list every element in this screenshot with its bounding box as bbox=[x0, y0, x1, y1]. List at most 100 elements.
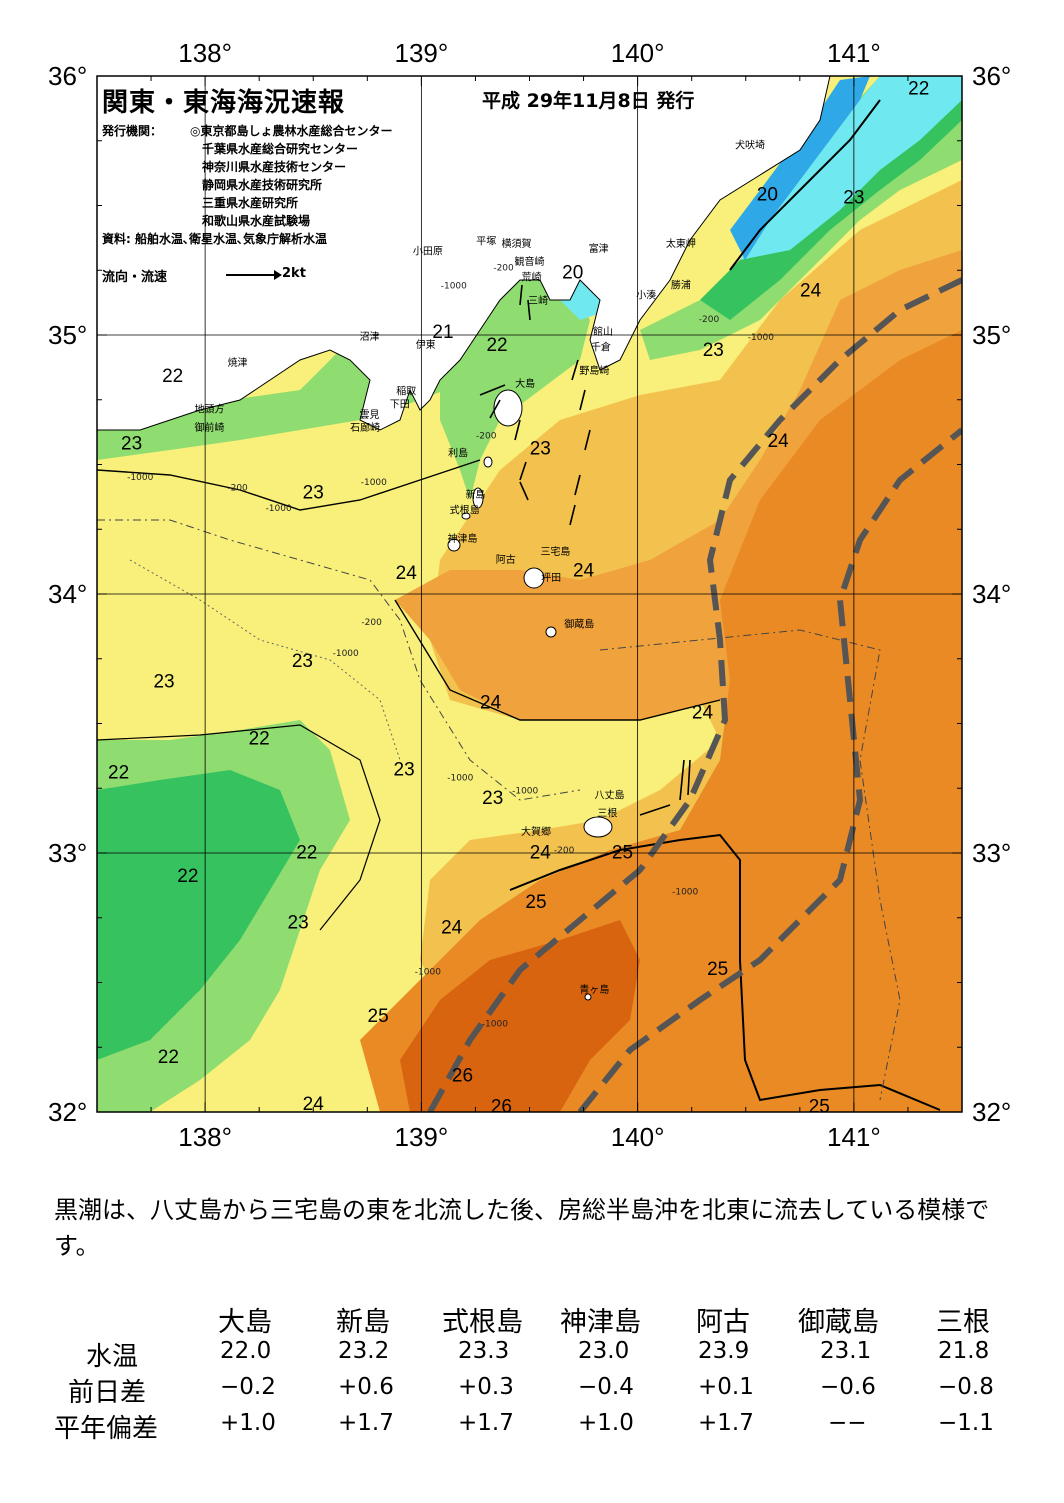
lat-lon-grid bbox=[96, 75, 963, 1113]
table-cell: −0.8 bbox=[938, 1374, 994, 1400]
isotherm-label: 24 bbox=[441, 918, 463, 939]
isotherm-label: 24 bbox=[480, 692, 502, 713]
depth-label: -1000 bbox=[415, 968, 441, 978]
isotherm-label: 22 bbox=[486, 335, 507, 356]
place-label: 荒崎 bbox=[522, 271, 542, 284]
latitude-label: 34° bbox=[48, 579, 87, 609]
table-cell: −− bbox=[828, 1410, 867, 1436]
table-cell: +1.7 bbox=[458, 1410, 514, 1436]
isotherm-label: 26 bbox=[491, 1096, 512, 1117]
depth-label: -200 bbox=[361, 618, 382, 628]
isotherm-label: 25 bbox=[707, 959, 728, 980]
issuer-item: ◎東京都島しょ農林水産総合センター bbox=[190, 124, 393, 138]
col-header: 新島 bbox=[336, 1307, 390, 1338]
isotherm-label: 24 bbox=[692, 703, 714, 724]
island-shikinejima bbox=[461, 512, 471, 520]
place-label: 沼津 bbox=[359, 330, 379, 343]
depth-label: -1000 bbox=[482, 1020, 508, 1030]
depth-label: -1000 bbox=[361, 478, 387, 488]
flow-vectors bbox=[479, 284, 691, 816]
zone-19-northeast bbox=[730, 76, 870, 260]
place-label: 焼津 bbox=[228, 357, 248, 369]
isotherm-label: 23 bbox=[153, 672, 174, 693]
degree-labels: 138° 138° 139° 139° 140° 140° 141° 141° 36° 36° 35… bbox=[48, 38, 1011, 1152]
depth-label: -1000 bbox=[512, 786, 538, 796]
longitude-label: 139° bbox=[394, 1122, 448, 1152]
isotherm-label: 22 bbox=[249, 729, 270, 750]
depth-contour-200 bbox=[129, 559, 401, 761]
island-miyakejima bbox=[523, 567, 545, 589]
isotherm-label: 22 bbox=[908, 79, 929, 100]
depth-label: -1000 bbox=[672, 887, 698, 897]
place-label: 千倉 bbox=[591, 341, 611, 354]
latitude-label: 36° bbox=[972, 61, 1011, 91]
latitude-label: 35° bbox=[972, 320, 1011, 350]
isotherm-23-north bbox=[97, 459, 481, 511]
depth-label: -200 bbox=[554, 846, 575, 856]
table-cell: +0.3 bbox=[458, 1374, 514, 1400]
place-label: 式根島 bbox=[450, 504, 480, 517]
depth-label: -1000 bbox=[333, 649, 359, 659]
latitude-label: 33° bbox=[48, 838, 87, 868]
issuer-list: ◎東京都島しょ農林水産総合センター 千葉県水産総合研究センター 神奈川県水産技術… bbox=[190, 122, 392, 230]
place-label: 大賀郷 bbox=[521, 825, 551, 838]
map-canvas: 138° 138° 139° 139° 140° 140° 141° 141° 36° 36° 35… bbox=[48, 38, 1011, 1152]
place-label: 下田 bbox=[390, 400, 410, 411]
isotherm-label: 22 bbox=[162, 366, 183, 387]
zone-25 bbox=[360, 330, 962, 1112]
isotherm-label: 23 bbox=[288, 913, 309, 934]
flow-legend-unit: 2kt bbox=[282, 266, 306, 281]
island-mikurajima bbox=[545, 626, 557, 638]
isotherm-label: 21 bbox=[432, 322, 453, 343]
isotherm-label: 24 bbox=[303, 1094, 325, 1115]
row-label: 前日差 bbox=[68, 1378, 147, 1408]
place-label: 観音崎 bbox=[515, 255, 545, 268]
place-label: 小湊 bbox=[636, 289, 656, 302]
place-label: 雲見 bbox=[359, 409, 379, 421]
latitude-label: 36° bbox=[48, 61, 87, 91]
isotherm-label: 23 bbox=[530, 439, 551, 460]
col-header: 阿古 bbox=[696, 1307, 750, 1338]
place-label: 伊東 bbox=[416, 338, 436, 351]
place-label: 利島 bbox=[448, 447, 468, 460]
isotherm-labels: 22 20 23 20 24 21 22 23 22 24 23 23 23 24 24 23 23 24 24 22… bbox=[108, 79, 929, 1118]
isotherm-label: 23 bbox=[843, 187, 864, 208]
longitude-label: 140° bbox=[611, 1122, 665, 1152]
isotherm-label: 22 bbox=[177, 866, 198, 887]
place-label: 三宅島 bbox=[540, 545, 570, 558]
table-cell: −1.1 bbox=[938, 1410, 994, 1436]
table-cell: −0.2 bbox=[220, 1374, 276, 1400]
isotherm-20-ne bbox=[729, 99, 881, 271]
latitude-label: 33° bbox=[972, 838, 1011, 868]
island-oshima bbox=[493, 389, 523, 427]
place-label: 新島 bbox=[465, 488, 485, 501]
place-label: 太東岬 bbox=[666, 237, 696, 250]
island-kozushima bbox=[447, 538, 461, 552]
flow-legend-label: 流向・流速 bbox=[102, 270, 168, 285]
longitude-label: 141° bbox=[827, 1122, 881, 1152]
table-cell: −0.6 bbox=[820, 1374, 876, 1400]
isotherm-label: 23 bbox=[292, 651, 313, 672]
place-label: 御蔵島 bbox=[564, 618, 594, 631]
table-cell: 21.8 bbox=[938, 1338, 990, 1364]
issuer-item: 和歌山県水産試験場 bbox=[202, 214, 311, 228]
place-label: 野島崎 bbox=[579, 364, 609, 377]
place-label: 横須賀 bbox=[502, 237, 532, 250]
depth-contour-1000-a bbox=[97, 519, 581, 801]
issuer-label: 発行機関： bbox=[102, 124, 163, 138]
table-cell: +1.7 bbox=[698, 1410, 754, 1436]
zone-21-southwest bbox=[97, 770, 300, 1060]
row-label: 平年偏差 bbox=[54, 1414, 159, 1444]
table-row: 平年偏差 +1.0 +1.7 +1.7 +1.0 +1.7 −− −1.1 bbox=[40, 1408, 1020, 1444]
table-cell: 22.0 bbox=[220, 1338, 272, 1364]
isotherm-label: 25 bbox=[809, 1096, 830, 1117]
isotherm-24-center bbox=[394, 599, 721, 721]
isotherm-label: 22 bbox=[158, 1047, 179, 1068]
isotherm-label: 24 bbox=[396, 563, 418, 584]
island-toshima bbox=[483, 456, 493, 468]
place-label: 地頭方 bbox=[194, 403, 224, 416]
longitude-label: 141° bbox=[827, 38, 881, 68]
sea-temperature-map: 138° 138° 139° 139° 140° 140° 141° 141° 36° 36° 35… bbox=[48, 38, 1011, 1152]
longitude-label: 140° bbox=[611, 38, 665, 68]
